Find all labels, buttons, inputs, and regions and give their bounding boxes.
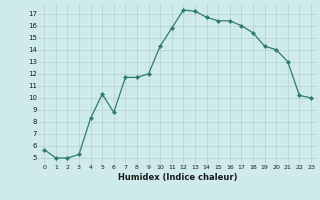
X-axis label: Humidex (Indice chaleur): Humidex (Indice chaleur) — [118, 173, 237, 182]
